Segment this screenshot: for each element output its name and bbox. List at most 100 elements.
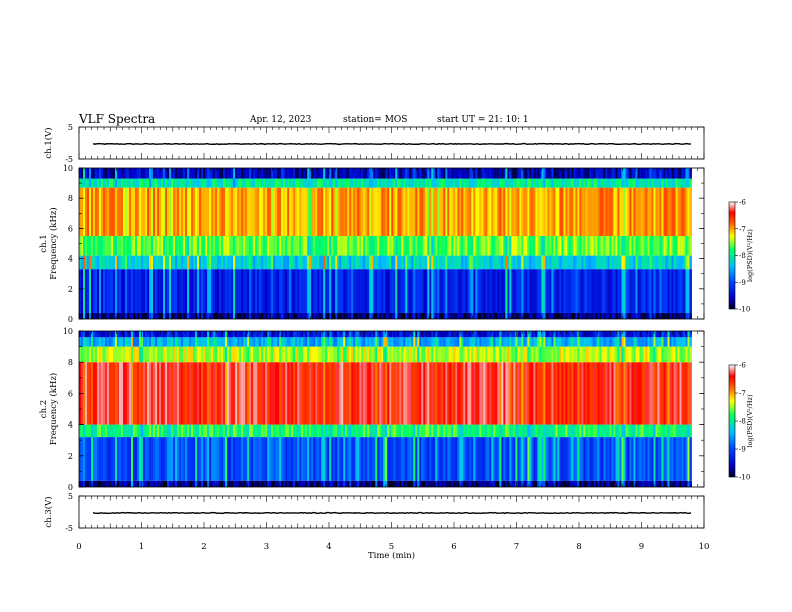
spectrogram-cell	[329, 346, 332, 363]
spectrogram-cell	[419, 187, 422, 236]
spectrogram-cell	[513, 235, 516, 256]
spectrogram-cell	[677, 187, 680, 236]
spectrogram-cell	[621, 331, 624, 338]
spectrogram-cell	[387, 312, 390, 319]
spectrogram-cell	[541, 362, 544, 425]
spectrogram-cell	[249, 480, 252, 487]
spectrogram-cell	[107, 346, 110, 363]
spectrogram-cell	[311, 331, 314, 338]
spectrogram-cell	[559, 437, 562, 481]
spectrogram-cell	[283, 331, 286, 338]
spectrogram-cell	[661, 346, 664, 363]
spectrogram-cell	[331, 337, 334, 347]
spectrogram-cell	[459, 337, 462, 347]
spectrogram-cell	[277, 480, 280, 487]
spectrogram-cell	[437, 235, 440, 256]
spectrogram-cell	[465, 312, 468, 319]
spectrogram-cell	[331, 437, 334, 481]
spectrogram-cell	[407, 269, 410, 313]
spectrogram-cell	[385, 337, 388, 347]
spectrogram-cell	[297, 424, 300, 438]
spectrogram-cell	[397, 424, 400, 438]
spectrogram-cell	[81, 168, 84, 179]
spectrogram-cell	[199, 480, 202, 487]
spectrogram-cell	[341, 235, 344, 256]
spectrogram-cell	[357, 235, 360, 256]
spectrogram-cell	[277, 168, 280, 179]
spectrogram-cell	[441, 437, 444, 481]
spectrogram-cell	[647, 362, 650, 425]
spectrogram-cell	[389, 269, 392, 313]
spectrogram-cell	[383, 255, 386, 270]
spectrogram-cell	[611, 362, 614, 425]
spectrogram-cell	[565, 187, 568, 236]
spectrogram-cell	[339, 255, 342, 270]
spectrogram-cell	[227, 424, 230, 438]
spectrogram-cell	[271, 178, 274, 188]
spectrogram-cell	[281, 168, 284, 179]
spectrogram-cell	[311, 437, 314, 481]
spectrogram-cell	[129, 337, 132, 347]
spectrogram-cell	[617, 269, 620, 313]
spectrogram-cell	[273, 346, 276, 363]
spectrogram-cell	[115, 424, 118, 438]
spectrogram-cell	[161, 480, 164, 487]
spectrogram-cell	[539, 331, 542, 338]
spectrogram-cell	[555, 346, 558, 363]
spectrogram-cell	[439, 346, 442, 363]
spectrogram-cell	[283, 312, 286, 319]
spectrogram-cell	[473, 362, 476, 425]
spectrogram-cell	[259, 168, 262, 179]
spectrogram-cell	[291, 235, 294, 256]
spectrogram-cell	[267, 480, 270, 487]
spectrogram-cell	[85, 480, 88, 487]
spectrogram-cell	[401, 331, 404, 338]
spectrogram-cell	[435, 312, 438, 319]
spectrogram-cell	[253, 337, 256, 347]
spectrogram-cell	[471, 480, 474, 487]
spectrogram-cell	[687, 337, 690, 347]
spectrogram-cell	[249, 362, 252, 425]
spectrogram-cell	[427, 255, 430, 270]
spectrogram-cell	[615, 362, 618, 425]
spectrogram-cell	[205, 424, 208, 438]
spectrogram-cell	[377, 168, 380, 179]
spectrogram-cell	[541, 337, 544, 347]
spectrogram-cell	[611, 480, 614, 487]
spectrogram-cell	[103, 346, 106, 363]
spectrogram-cell	[211, 346, 214, 363]
spectrogram-cell	[503, 424, 506, 438]
spectrogram-cell	[605, 187, 608, 236]
spectrogram-cell	[209, 424, 212, 438]
spectrogram-cell	[349, 337, 352, 347]
spectrogram-cell	[97, 424, 100, 438]
spectrogram-cell	[431, 346, 434, 363]
spectrogram-cell	[103, 480, 106, 487]
spectrogram-cell	[173, 168, 176, 179]
spectrogram-cell	[249, 437, 252, 481]
spectrogram-cell	[461, 424, 464, 438]
spectrogram-cell	[97, 312, 100, 319]
spectrogram-cell	[211, 269, 214, 313]
spectrogram-cell	[85, 235, 88, 256]
spectrogram-cell	[489, 235, 492, 256]
spectrogram-cell	[669, 312, 672, 319]
spectrogram-cell	[461, 346, 464, 363]
spectrogram-cell	[405, 362, 408, 425]
spectrogram-cell	[633, 346, 636, 363]
spectrogram-cell	[171, 424, 174, 438]
spectrogram-cell	[141, 480, 144, 487]
spectrogram-cell	[579, 480, 582, 487]
spectrogram-cell	[423, 168, 426, 179]
spectrogram-cell	[163, 269, 166, 313]
y-axis-label: Frequency (kHz)	[48, 207, 59, 279]
spectrogram-cell	[683, 312, 686, 319]
spectrogram-cell	[339, 331, 342, 338]
spectrogram-cell	[367, 312, 370, 319]
spectrogram-cell	[541, 168, 544, 179]
spectrogram-cell	[99, 346, 102, 363]
spectrogram-cell	[191, 269, 194, 313]
spectrogram-cell	[509, 331, 512, 338]
spectrogram-cell	[343, 346, 346, 363]
spectrogram-cell	[437, 255, 440, 270]
